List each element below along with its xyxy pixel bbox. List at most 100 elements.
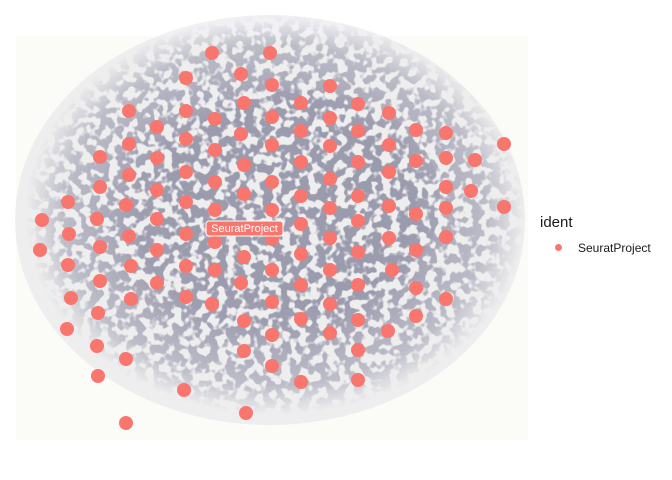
data-point <box>265 78 279 92</box>
data-point <box>179 227 193 241</box>
data-point <box>439 201 453 215</box>
legend-key-dot <box>555 244 562 251</box>
data-point <box>265 295 279 309</box>
data-point <box>91 306 105 320</box>
data-point <box>323 201 337 215</box>
data-point <box>323 297 337 311</box>
data-point <box>265 359 279 373</box>
data-point <box>239 406 253 420</box>
data-point <box>208 235 222 249</box>
data-point <box>122 137 136 151</box>
data-point <box>263 46 277 60</box>
data-point <box>382 199 396 213</box>
data-point <box>439 292 453 306</box>
data-point <box>439 151 453 165</box>
data-point <box>294 375 308 389</box>
data-point <box>294 189 308 203</box>
data-point <box>179 259 193 273</box>
data-point <box>323 172 337 186</box>
data-point <box>234 276 248 290</box>
data-point <box>150 276 164 290</box>
data-point <box>208 143 222 157</box>
data-point <box>351 373 365 387</box>
data-point <box>294 278 308 292</box>
data-point <box>62 227 76 241</box>
data-point <box>265 203 279 217</box>
data-point <box>93 274 107 288</box>
data-point <box>237 344 251 358</box>
data-point <box>237 314 251 328</box>
data-point <box>351 343 365 357</box>
data-point <box>179 165 193 179</box>
data-point <box>409 309 423 323</box>
data-point <box>234 127 248 141</box>
data-point <box>150 212 164 226</box>
data-point <box>93 180 107 194</box>
data-point <box>468 153 482 167</box>
data-point <box>124 259 138 273</box>
data-point <box>265 175 279 189</box>
legend-entry-label: SeuratProject <box>578 241 651 255</box>
data-point <box>497 200 511 214</box>
data-point <box>208 263 222 277</box>
data-point <box>351 214 365 228</box>
data-point <box>119 416 133 430</box>
data-point <box>208 203 222 217</box>
data-point <box>265 110 279 124</box>
data-point <box>351 189 365 203</box>
data-point <box>382 231 396 245</box>
data-point <box>409 281 423 295</box>
data-point <box>119 198 133 212</box>
data-point <box>351 97 365 111</box>
data-point <box>409 243 423 257</box>
data-point <box>205 46 219 60</box>
data-point <box>323 263 337 277</box>
data-point <box>179 104 193 118</box>
data-point <box>179 71 193 85</box>
cluster-label-text: SeuratProject <box>211 223 278 235</box>
data-point <box>119 352 133 366</box>
data-point <box>124 292 138 306</box>
tissue-background-image <box>15 15 528 440</box>
data-point <box>294 155 308 169</box>
data-point <box>208 112 222 126</box>
data-point <box>385 263 399 277</box>
data-point <box>150 120 164 134</box>
cluster-label: SeuratProject <box>205 220 284 237</box>
data-point <box>323 79 337 93</box>
data-point <box>439 180 453 194</box>
data-point <box>35 213 49 227</box>
data-point <box>179 290 193 304</box>
data-point <box>409 207 423 221</box>
data-point <box>265 138 279 152</box>
data-point <box>265 263 279 277</box>
data-point <box>205 297 219 311</box>
data-point <box>90 339 104 353</box>
data-point <box>265 328 279 342</box>
data-point <box>61 195 75 209</box>
data-point <box>237 96 251 110</box>
data-point <box>351 155 365 169</box>
data-point <box>177 383 191 397</box>
data-point <box>93 240 107 254</box>
data-point <box>237 250 251 264</box>
data-point <box>237 187 251 201</box>
data-point <box>497 137 511 151</box>
data-point <box>382 138 396 152</box>
data-point <box>60 322 74 336</box>
data-point <box>323 326 337 340</box>
data-point <box>61 258 75 272</box>
data-point <box>91 369 105 383</box>
data-point <box>439 126 453 140</box>
data-point <box>179 195 193 209</box>
data-point <box>409 123 423 137</box>
data-point <box>351 278 365 292</box>
legend-title: ident <box>540 214 573 231</box>
data-point <box>323 231 337 245</box>
data-point <box>234 67 248 81</box>
data-point <box>351 245 365 259</box>
data-point <box>90 212 104 226</box>
data-point <box>464 184 478 198</box>
data-point <box>150 151 164 165</box>
